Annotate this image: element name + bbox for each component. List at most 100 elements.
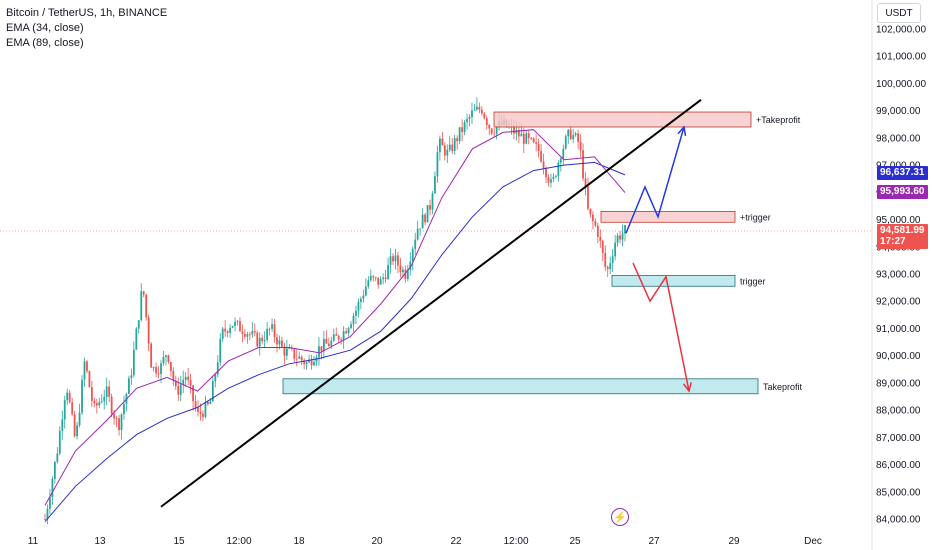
- price-tick-label: 99,000.00: [876, 106, 921, 117]
- candle-body: [229, 327, 232, 333]
- candle-body: [103, 397, 106, 402]
- ema-89-legend[interactable]: EMA (89, close): [6, 37, 84, 49]
- candle-body: [278, 340, 281, 345]
- candle-body: [66, 392, 69, 401]
- candle-body: [367, 280, 370, 287]
- ema-34-legend[interactable]: EMA (34, close): [6, 22, 84, 34]
- candle-body: [438, 138, 441, 153]
- candle-body: [480, 109, 483, 114]
- candle-body: [609, 263, 612, 270]
- candle-body: [174, 380, 177, 387]
- candle-body: [95, 403, 98, 406]
- candles-layer: [44, 97, 626, 524]
- candle-body: [520, 133, 523, 137]
- last-price-value: 94,581.99: [880, 225, 925, 236]
- countdown-timer: 17:27: [880, 236, 906, 247]
- candle-body: [382, 277, 385, 280]
- candle-body: [110, 396, 113, 414]
- candle-body: [211, 381, 214, 402]
- candle-body: [83, 361, 86, 380]
- currency-button[interactable]: USDT: [877, 3, 921, 23]
- candle-body: [535, 142, 538, 144]
- candle-body: [281, 340, 283, 347]
- candle-body: [404, 269, 407, 280]
- candle-body: [177, 386, 180, 395]
- candle-body: [63, 400, 66, 420]
- candle-body: [86, 361, 88, 372]
- candle-body: [567, 129, 570, 137]
- price-axis[interactable]: 102,000.00 101,000.00 100,000.00 99,000.00 9…: [876, 25, 926, 526]
- ema-89-line: [44, 161, 626, 523]
- candle-body: [46, 508, 49, 520]
- candle-body: [167, 355, 170, 363]
- candle-body: [246, 334, 249, 337]
- candle-body: [285, 348, 288, 356]
- candle-body: [88, 371, 91, 388]
- candle-body: [93, 400, 96, 404]
- candle-body: [120, 414, 123, 431]
- candle-body: [416, 228, 419, 240]
- candle-body: [596, 225, 599, 237]
- candle-body: [219, 338, 222, 363]
- candle-body: [579, 141, 582, 151]
- candle-body: [73, 414, 76, 437]
- candle-body: [372, 276, 375, 278]
- candle-body: [100, 401, 103, 403]
- candle-body: [463, 122, 466, 132]
- last-price-tag: 94,581.99 17:27: [877, 224, 928, 249]
- candle-body: [488, 124, 491, 129]
- candle-body: [397, 255, 399, 266]
- candle-body: [256, 332, 259, 347]
- price-tick-label: 95,000.00: [876, 215, 921, 226]
- candle-body: [594, 221, 597, 226]
- flash-icon[interactable]: ⚡: [611, 508, 629, 526]
- candle-body: [53, 461, 56, 479]
- chart-legend: Bitcoin / TetherUS, 1h, BINANCE EMA (34,…: [6, 6, 167, 51]
- projection-line: [632, 262, 690, 392]
- time-axis[interactable]: 11 13 15 12:00 18 20 22 12:00 25 27 29 Dec: [28, 536, 822, 547]
- candle-body: [584, 178, 587, 187]
- candle-body: [443, 145, 446, 156]
- candle-body: [76, 425, 78, 437]
- symbol-title[interactable]: Bitcoin / TetherUS, 1h, BINANCE: [6, 7, 168, 19]
- candle-body: [204, 401, 207, 417]
- candle-body: [320, 346, 323, 352]
- candle-body: [293, 348, 296, 359]
- time-tick-label: 25: [569, 536, 581, 547]
- candle-body: [616, 235, 619, 243]
- candle-body: [189, 379, 192, 386]
- candle-body: [130, 375, 133, 379]
- candle-body: [276, 337, 278, 345]
- candle-body: [419, 228, 422, 230]
- candle-body: [574, 133, 577, 136]
- candle-body: [310, 359, 313, 366]
- candle-body: [562, 148, 565, 159]
- candle-body: [118, 418, 120, 431]
- candle-body: [340, 339, 343, 341]
- candle-body: [429, 205, 431, 210]
- candle-body: [58, 430, 61, 454]
- candle-body: [493, 133, 496, 135]
- time-tick-label: 12:00: [226, 536, 251, 547]
- price-tick-label: 86,000.00: [876, 460, 921, 471]
- candle-body: [589, 208, 592, 215]
- candle-body: [557, 162, 560, 176]
- time-tick-label: 12:00: [503, 536, 528, 547]
- candle-body: [357, 301, 360, 311]
- candle-body: [300, 356, 303, 361]
- candle-body: [550, 179, 552, 183]
- time-tick-label: Dec: [804, 536, 822, 547]
- trendline[interactable]: [160, 98, 702, 508]
- candle-body: [587, 186, 589, 209]
- candle-body: [266, 328, 269, 341]
- candle-body: [283, 346, 286, 356]
- candle-body: [261, 337, 264, 342]
- time-tick-label: 27: [648, 536, 660, 547]
- candle-body: [614, 242, 617, 257]
- time-tick-label: 18: [293, 536, 305, 547]
- price-tick-label: 101,000.00: [876, 52, 926, 63]
- candle-body: [263, 340, 266, 342]
- candle-body: [308, 359, 310, 363]
- projection-arrowhead: [682, 382, 692, 393]
